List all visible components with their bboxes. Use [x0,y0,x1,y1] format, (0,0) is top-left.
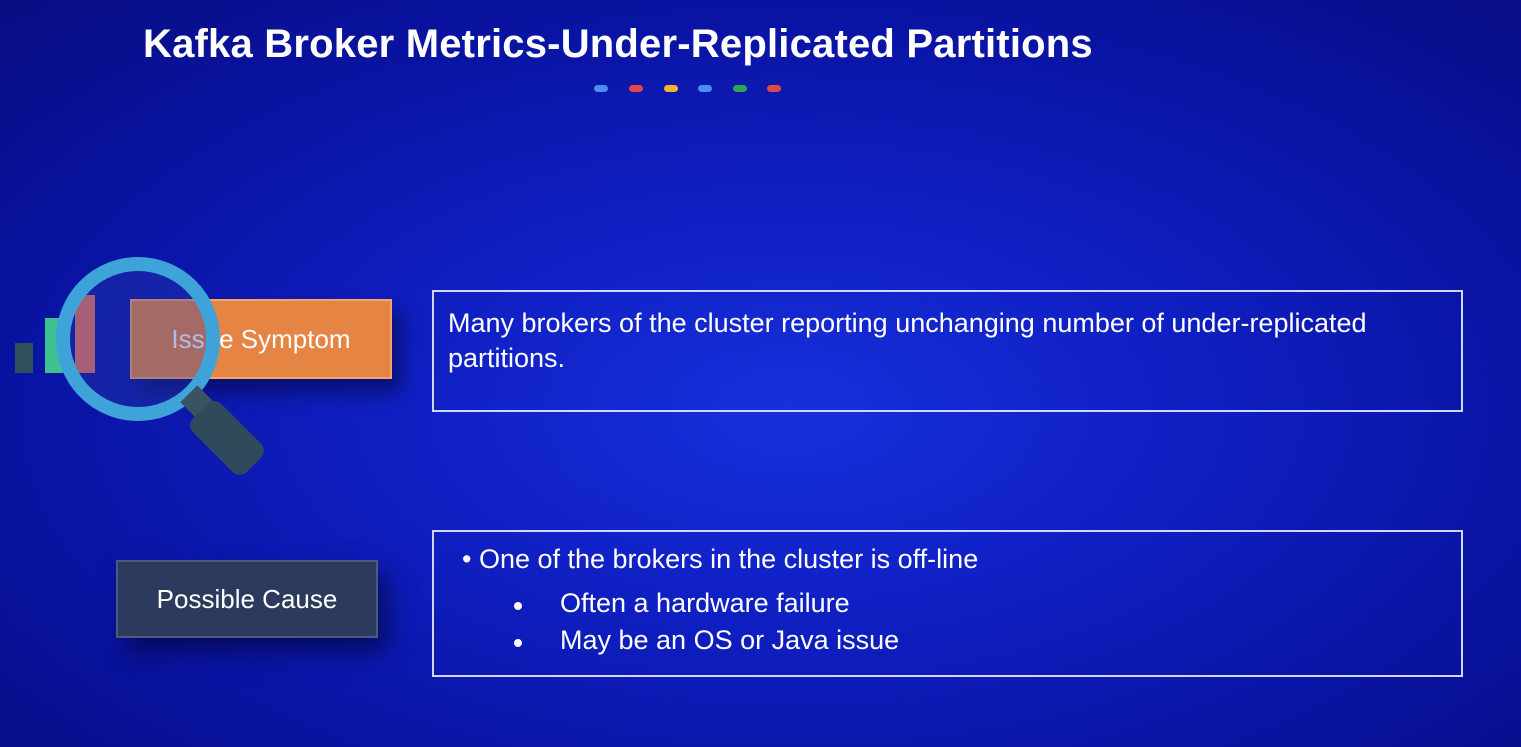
cause-sub-bullet: May be an OS or Java issue [560,625,900,655]
accent-dot [767,85,781,92]
accent-dot [594,85,608,92]
possible-cause-box: • One of the brokers in the cluster is o… [432,530,1463,677]
possible-cause-label: Possible Cause [116,560,378,638]
slide-title: Kafka Broker Metrics-Under-Replicated Pa… [143,22,1093,66]
deco-bar-green [45,318,63,373]
accent-dot [733,85,747,92]
cause-sub-bullet: Often a hardware failure [560,588,850,618]
accent-dot [664,85,678,92]
accent-dot [698,85,712,92]
accent-dots [594,85,784,93]
bullet-dot [514,602,522,610]
accent-dot [629,85,643,92]
possible-cause-label-text: Possible Cause [156,583,338,614]
cause-main-bullet: • One of the brokers in the cluster is o… [462,544,979,574]
issue-symptom-box: Many brokers of the cluster reporting un… [432,290,1463,412]
issue-symptom-text: Many brokers of the cluster reporting un… [448,308,1367,373]
deco-bar-slate [15,343,33,373]
deco-bar-coral [75,295,95,373]
issue-symptom-label: Issue Symptom [130,299,392,379]
issue-symptom-label-text: Issue Symptom [171,323,351,354]
bullet-dot [514,639,522,647]
